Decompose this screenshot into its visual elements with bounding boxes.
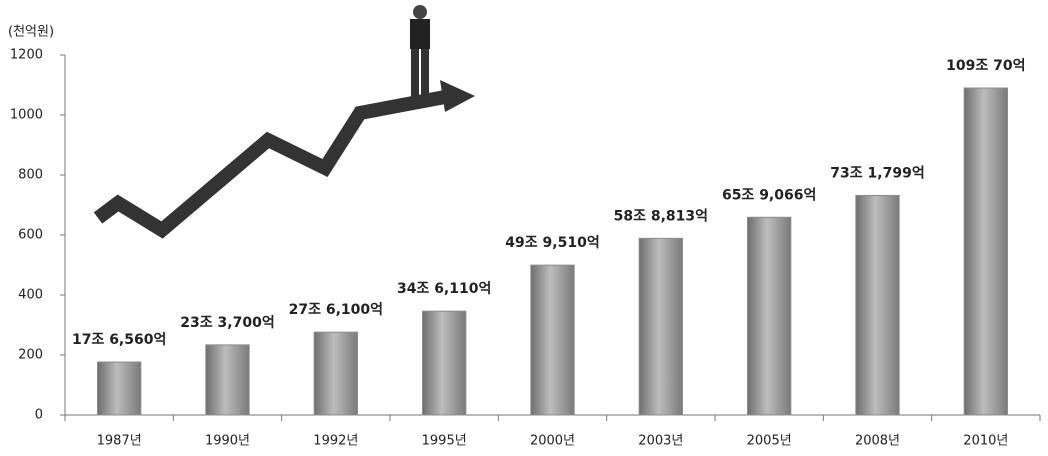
y-tick-label: 800 — [18, 168, 43, 183]
bar — [205, 344, 250, 416]
bar — [422, 310, 467, 416]
bar — [747, 216, 792, 416]
x-tick-label: 1995년 — [422, 434, 467, 449]
x-tick-label: 2010년 — [963, 434, 1008, 449]
value-label: 23조 3,700억 — [180, 315, 274, 331]
value-label: 49조 9,510억 — [505, 235, 599, 251]
y-tick-label: 0 — [35, 408, 43, 423]
bar — [97, 361, 142, 416]
x-tick-label: 1987년 — [97, 434, 142, 449]
decorative-arrow — [93, 90, 447, 239]
x-tick-label: 2003년 — [638, 434, 683, 449]
bar — [313, 331, 358, 416]
y-tick-label: 200 — [18, 348, 43, 363]
x-tick-label: 1990년 — [205, 434, 250, 449]
value-label: 109조 70억 — [946, 58, 1025, 74]
decorative-figure — [410, 5, 430, 97]
value-label: 27조 6,100억 — [289, 302, 383, 318]
x-tick-label: 2000년 — [530, 434, 575, 449]
x-tick-label: 2005년 — [747, 434, 792, 449]
y-tick-label: 600 — [18, 228, 43, 243]
y-tick-label: 1000 — [10, 108, 43, 123]
y-tick-label: 1200 — [10, 48, 43, 63]
value-label: 65조 9,066억 — [722, 187, 816, 203]
bar — [638, 237, 684, 416]
y-axis-label: (천억원) — [8, 25, 54, 40]
decorative-arrow-head — [440, 80, 475, 112]
x-tick-label: 1992년 — [313, 434, 358, 449]
value-label: 34조 6,110억 — [397, 281, 491, 297]
bar — [855, 194, 900, 416]
value-label: 73조 1,799억 — [830, 165, 924, 181]
value-label: 17조 6,560억 — [72, 332, 166, 348]
bar — [530, 264, 575, 416]
y-tick-label: 400 — [18, 288, 43, 303]
x-tick-label: 2008년 — [855, 434, 900, 449]
value-label: 58조 8,813억 — [614, 208, 708, 224]
bar — [963, 87, 1009, 416]
